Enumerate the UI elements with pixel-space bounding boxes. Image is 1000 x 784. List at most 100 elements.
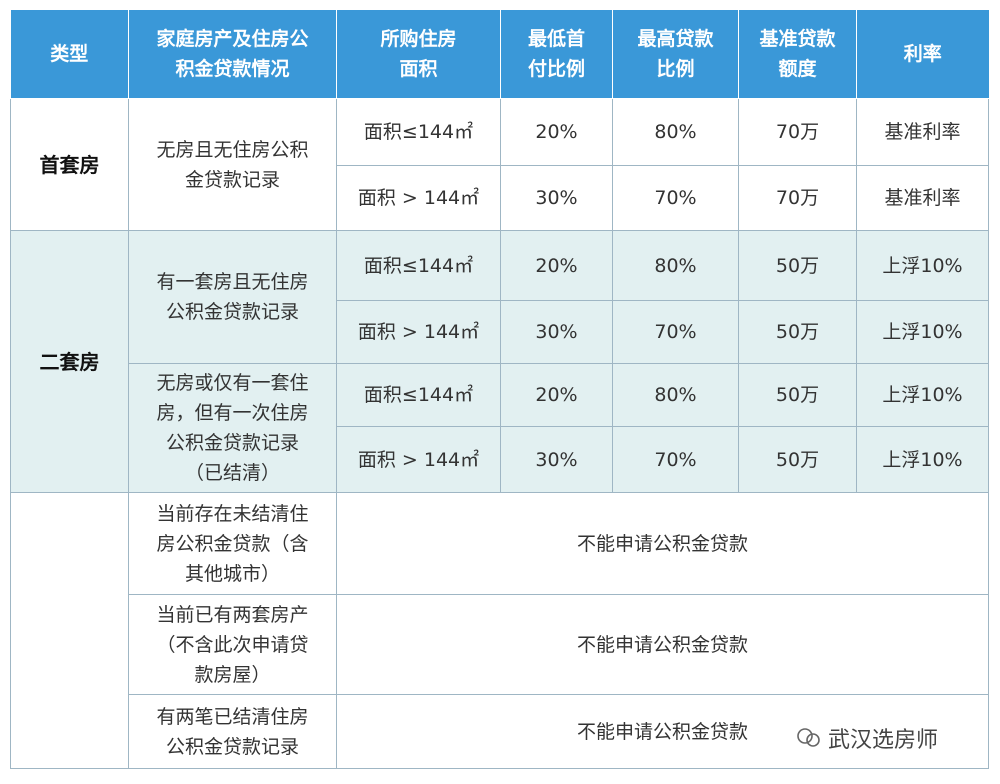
value-cell: 基准利率 bbox=[856, 165, 989, 231]
header-cell: 最低首付比例 bbox=[500, 10, 613, 99]
type-cell: 二套房 bbox=[10, 230, 129, 493]
header-cell: 基准贷款额度 bbox=[738, 10, 857, 99]
condition-cell: 当前存在未结清住房公积金贷款（含其他城市） bbox=[128, 492, 337, 595]
data-row: 首套房 无房且无住房公积金贷款记录 面积≤144㎡ 20% 80% 70万 基准利率 bbox=[10, 98, 989, 231]
value-cell: 上浮10% bbox=[856, 363, 989, 427]
condition-cell-text: 无房且无住房公积金贷款记录 bbox=[156, 138, 309, 191]
value-cell: 70万 bbox=[738, 165, 857, 231]
value-cell-text: 30% bbox=[535, 187, 578, 209]
value-cell-text: 面积≤144㎡ bbox=[363, 384, 474, 406]
header-cell: 类型 bbox=[10, 10, 129, 99]
condition-cell: 无房或仅有一套住房，但有一次住房公积金贷款记录（已结清） bbox=[128, 363, 337, 493]
condition-cell: 无房且无住房公积金贷款记录 bbox=[128, 98, 337, 231]
wechat-icon bbox=[797, 728, 820, 747]
value-cell: 面积 > 144㎡ bbox=[336, 426, 501, 493]
value-cell-text: 50万 bbox=[775, 254, 820, 277]
value-cell-text: 70% bbox=[654, 448, 697, 471]
value-cell-text: 基准利率 bbox=[884, 121, 961, 143]
loan-table: 类型 家庭房产及住房公积金贷款情况 所购住房面积 最低首付比例 最高贷款比例 基… bbox=[10, 10, 989, 769]
value-cell: 基准利率 bbox=[856, 98, 989, 166]
value-cell: 70万 bbox=[738, 98, 857, 166]
data-row: 二套房 有一套房且无住房公积金贷款记录 面积≤144㎡ 20% 80% 50万 上浮10% bbox=[10, 230, 989, 493]
value-cell-text: 20% bbox=[535, 384, 578, 406]
value-cell-text: 80% bbox=[654, 254, 697, 277]
value-cell: 上浮10% bbox=[856, 300, 989, 364]
type-cell: 首套房 bbox=[10, 98, 129, 231]
note-cell-text: 不能申请公积金贷款 bbox=[576, 720, 748, 743]
restriction-row: 当前已有两套房产（不含此次申请贷款房屋） 不能申请公积金贷款 bbox=[11, 594, 989, 695]
value-cell: 面积 > 144㎡ bbox=[336, 300, 501, 364]
condition-cell-text: 有两笔已结清住房公积金贷款记录 bbox=[156, 705, 309, 758]
value-cell: 上浮10% bbox=[856, 230, 989, 301]
value-cell: 70% bbox=[612, 300, 739, 364]
value-cell-text: 70% bbox=[654, 321, 697, 343]
value-cell: 50万 bbox=[738, 230, 857, 301]
value-cell-text: 30% bbox=[535, 321, 578, 343]
value-cell-text: 30% bbox=[535, 448, 578, 471]
value-cell: 80% bbox=[612, 230, 739, 301]
note-cell: 不能申请公积金贷款 bbox=[336, 594, 989, 695]
condition-cell: 有两笔已结清住房公积金贷款记录 bbox=[128, 694, 337, 769]
note-cell-text: 不能申请公积金贷款 bbox=[576, 532, 748, 555]
value-cell-text: 上浮10% bbox=[882, 384, 963, 406]
value-cell: 面积 > 144㎡ bbox=[336, 165, 501, 231]
value-cell-text: 70万 bbox=[775, 187, 820, 209]
header-cell: 所购住房面积 bbox=[336, 10, 501, 99]
value-cell: 50万 bbox=[738, 300, 857, 364]
header-cell: 家庭房产及住房公积金贷款情况 bbox=[128, 10, 337, 99]
value-cell: 30% bbox=[500, 300, 613, 364]
value-cell-text: 80% bbox=[654, 384, 697, 406]
type-cell-text: 首套房 bbox=[39, 152, 100, 177]
header-row: 类型 家庭房产及住房公积金贷款情况 所购住房面积 最低首付比例 最高贷款比例 基… bbox=[10, 10, 989, 99]
restriction-row: 有两笔已结清住房公积金贷款记录 不能申请公积金贷款 bbox=[11, 694, 989, 769]
value-cell-text: 70% bbox=[654, 187, 697, 209]
value-cell-text: 面积≤144㎡ bbox=[363, 121, 474, 143]
value-cell-text: 50万 bbox=[775, 321, 820, 343]
value-cell: 80% bbox=[612, 98, 739, 166]
condition-cell-text: 当前存在未结清住房公积金贷款（含其他城市） bbox=[156, 502, 309, 585]
value-cell-text: 20% bbox=[535, 254, 578, 277]
value-cell-text: 面积 > 144㎡ bbox=[357, 448, 480, 471]
watermark-text: 武汉选房师 bbox=[828, 728, 939, 753]
value-cell-text: 80% bbox=[654, 121, 697, 143]
note-cell-text: 不能申请公积金贷款 bbox=[576, 633, 748, 656]
value-cell: 上浮10% bbox=[856, 426, 989, 493]
value-cell-text: 面积≤144㎡ bbox=[363, 254, 474, 277]
condition-cell: 有一套房且无住房公积金贷款记录 bbox=[128, 230, 337, 364]
condition-cell-text: 当前已有两套房产（不含此次申请贷款房屋） bbox=[156, 603, 309, 686]
value-cell-text: 上浮10% bbox=[882, 321, 963, 343]
value-cell-text: 面积 > 144㎡ bbox=[357, 321, 480, 343]
data-row: 面积 > 144㎡ 30% 70% 70万 基准利率 bbox=[11, 165, 989, 231]
value-cell-text: 20% bbox=[535, 121, 578, 143]
restriction-row: 当前存在未结清住房公积金贷款（含其他城市） 不能申请公积金贷款 bbox=[10, 492, 989, 769]
value-cell: 面积≤144㎡ bbox=[336, 230, 501, 301]
condition-cell-text: 无房或仅有一套住房，但有一次住房公积金贷款记录（已结清） bbox=[156, 372, 309, 484]
value-cell: 80% bbox=[612, 363, 739, 427]
value-cell: 30% bbox=[500, 426, 613, 493]
note-cell: 不能申请公积金贷款 bbox=[336, 694, 989, 769]
data-row: 面积 > 144㎡ 30% 70% 50万 上浮10% bbox=[11, 300, 989, 364]
value-cell: 面积≤144㎡ bbox=[336, 363, 501, 427]
value-cell-text: 70万 bbox=[775, 121, 820, 143]
value-cell-text: 50万 bbox=[775, 448, 820, 471]
value-cell: 50万 bbox=[738, 363, 857, 427]
value-cell-text: 基准利率 bbox=[884, 187, 961, 209]
header-cell: 利率 bbox=[856, 10, 989, 99]
condition-cell-text: 有一套房且无住房公积金贷款记录 bbox=[156, 271, 309, 323]
value-cell-text: 面积 > 144㎡ bbox=[357, 187, 480, 209]
watermark: 武汉选房师 bbox=[796, 722, 938, 754]
note-cell: 不能申请公积金贷款 bbox=[336, 492, 989, 595]
value-cell-text: 上浮10% bbox=[882, 448, 963, 471]
value-cell: 20% bbox=[500, 98, 613, 166]
type-cell-text: 二套房 bbox=[39, 349, 100, 374]
header-cell: 最高贷款比例 bbox=[612, 10, 739, 99]
value-cell: 20% bbox=[500, 230, 613, 301]
type-cell bbox=[10, 492, 129, 769]
value-cell-text: 上浮10% bbox=[882, 254, 963, 277]
data-row: 无房或仅有一套住房，但有一次住房公积金贷款记录（已结清） 面积≤144㎡ 20% 80… bbox=[11, 363, 989, 493]
data-row: 面积 > 144㎡ 30% 70% 50万 上浮10% bbox=[11, 426, 989, 493]
value-cell: 30% bbox=[500, 165, 613, 231]
value-cell-text: 50万 bbox=[775, 384, 820, 406]
condition-cell: 当前已有两套房产（不含此次申请贷款房屋） bbox=[128, 594, 337, 695]
